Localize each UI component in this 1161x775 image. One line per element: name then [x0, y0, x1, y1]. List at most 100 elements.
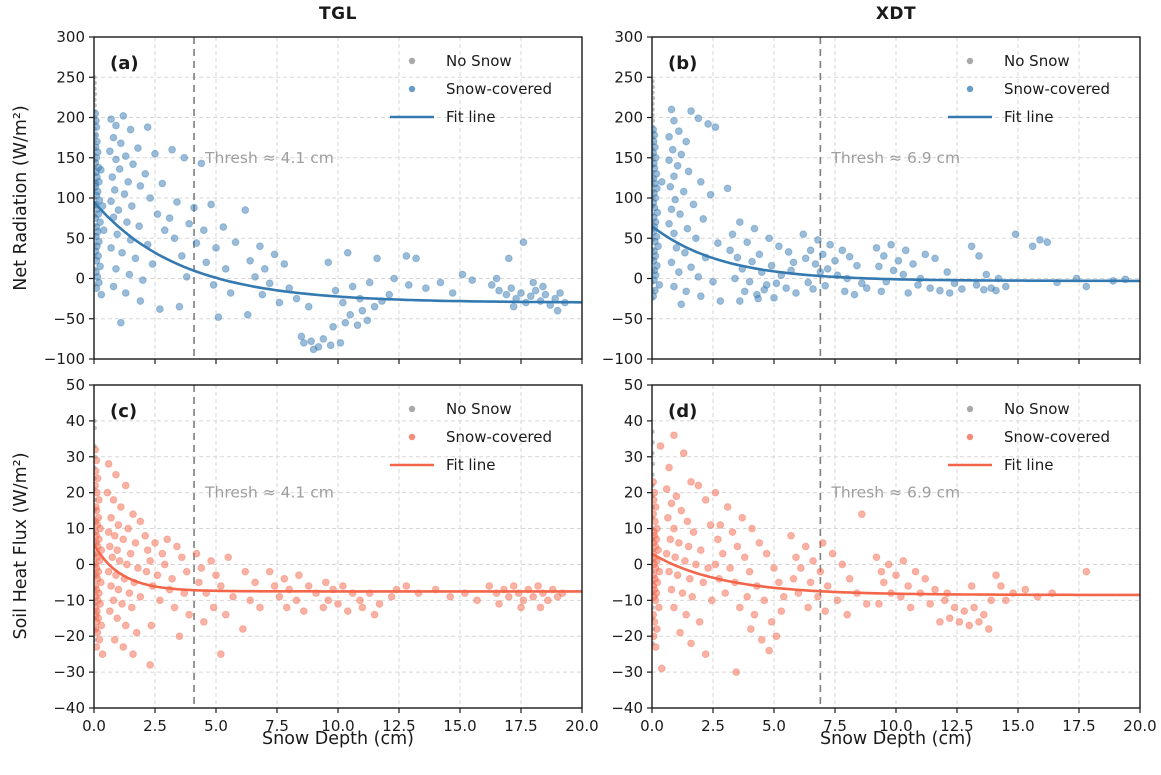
svg-text:7.5: 7.5 [823, 717, 847, 735]
legend: No Snow Snow-covered Fit line [948, 52, 1110, 126]
svg-text:30: 30 [66, 448, 85, 466]
panel-letter: (d) [668, 401, 697, 422]
fit-line [94, 201, 582, 304]
svg-text:50: 50 [66, 229, 85, 247]
svg-text:−40: −40 [611, 699, 643, 717]
svg-text:50: 50 [624, 229, 643, 247]
svg-text:200: 200 [56, 109, 85, 127]
svg-text:250: 250 [56, 68, 85, 86]
svg-text:10: 10 [624, 520, 643, 538]
plot-area-d: Thresh ≈ 6.9 cm 50 40 30 20 10 0 −10 −20 −30 −400.… [611, 376, 1156, 735]
svg-text:−40: −40 [53, 699, 85, 717]
x-ticks: 0.0 2.5 5.0 7.5 10.0 12.5 15.0 17.5 20.0 [82, 708, 599, 735]
legend: No Snow Snow-covered Fit line [390, 400, 552, 474]
svg-text:10.0: 10.0 [879, 717, 912, 735]
svg-text:0: 0 [75, 270, 85, 288]
svg-text:10: 10 [66, 520, 85, 538]
x-ticks: 0.0 2.5 5.0 7.5 10.0 12.5 15.0 17.5 20.0 [640, 708, 1157, 735]
svg-text:0.0: 0.0 [640, 717, 664, 735]
legend-label: No Snow [446, 52, 512, 70]
svg-text:2.5: 2.5 [143, 717, 167, 735]
plot-area-a: Thresh ≈ 4.1 cm 300 250 200 150 100 50 0 −50 −100… [44, 28, 583, 368]
x-axis-label-left: Snow Depth (cm) [262, 729, 414, 749]
legend-label: Fit line [1004, 456, 1053, 474]
svg-text:17.5: 17.5 [1062, 717, 1095, 735]
svg-text:50: 50 [66, 376, 85, 394]
snow-covered-points [94, 445, 567, 669]
legend-label: Snow-covered [1004, 80, 1110, 98]
y-axis-label-soil-heat-flux: Soil Heat Flux (W/m²) [11, 452, 31, 640]
svg-text:300: 300 [614, 28, 643, 46]
panel-c-soil-heat-flux-tgl: Thresh ≈ 4.1 cm 50 40 30 20 10 0 −10 −20 −30 −40 0.… [53, 376, 598, 735]
svg-text:100: 100 [56, 189, 85, 207]
legend-label: No Snow [1004, 52, 1070, 70]
panel-d-soil-heat-flux-xdt: Thresh ≈ 6.9 cm 50 40 30 20 10 0 −10 −20 −30 −40 0.… [611, 376, 1156, 735]
legend-marker-snow-covered [408, 85, 416, 93]
legend: No Snow Snow-covered Fit line [948, 400, 1110, 474]
svg-text:0.0: 0.0 [82, 717, 106, 735]
svg-text:150: 150 [56, 149, 85, 167]
x-ticks [93, 359, 583, 364]
column-title-xdt: XDT [875, 4, 917, 24]
svg-text:−100: −100 [602, 350, 643, 368]
svg-text:−20: −20 [611, 627, 643, 645]
svg-text:−20: −20 [53, 627, 85, 645]
threshold-label: Thresh ≈ 6.9 cm [830, 484, 960, 502]
y-ticks: 300 250 200 150 100 50 0 −50 −100 [602, 28, 652, 368]
svg-text:40: 40 [66, 412, 85, 430]
legend-marker-no-snow [966, 405, 974, 413]
threshold-label: Thresh ≈ 4.1 cm [204, 484, 334, 502]
svg-text:17.5: 17.5 [504, 717, 537, 735]
svg-text:100: 100 [614, 189, 643, 207]
legend-label: Snow-covered [1004, 428, 1110, 446]
legend-label: Fit line [446, 456, 495, 474]
svg-text:150: 150 [614, 149, 643, 167]
svg-text:20.0: 20.0 [1123, 717, 1156, 735]
svg-text:0: 0 [633, 555, 643, 573]
legend-marker-no-snow [408, 57, 416, 65]
svg-text:5.0: 5.0 [762, 717, 786, 735]
panel-letter: (b) [668, 53, 697, 74]
plot-area-c: Thresh ≈ 4.1 cm 50 40 30 20 10 0 −10 −20 −30 −400.… [53, 376, 598, 735]
legend: No Snow Snow-covered Fit line [390, 52, 552, 126]
svg-text:−100: −100 [44, 350, 85, 368]
svg-text:20.0: 20.0 [565, 717, 598, 735]
x-ticks [651, 359, 1141, 364]
svg-text:−50: −50 [611, 310, 643, 328]
legend-label: Fit line [446, 108, 495, 126]
svg-text:50: 50 [624, 376, 643, 394]
svg-text:200: 200 [614, 109, 643, 127]
panel-a-net-radiation-tgl: Thresh ≈ 4.1 cm 300 250 200 150 100 50 0 −50 −100… [44, 28, 583, 368]
svg-text:5.0: 5.0 [204, 717, 228, 735]
y-axis-label-net-radiation: Net Radiation (W/m²) [11, 105, 31, 291]
legend-label: Fit line [1004, 108, 1053, 126]
y-ticks: 50 40 30 20 10 0 −10 −20 −30 −40 [53, 376, 94, 717]
column-title-tgl: TGL [319, 4, 357, 24]
threshold-label: Thresh ≈ 4.1 cm [204, 149, 334, 167]
svg-text:−50: −50 [53, 310, 85, 328]
svg-text:30: 30 [624, 448, 643, 466]
legend-label: Snow-covered [446, 428, 552, 446]
x-axis-label-right: Snow Depth (cm) [820, 729, 972, 749]
svg-text:−30: −30 [611, 663, 643, 681]
svg-text:300: 300 [56, 28, 85, 46]
fit-line [94, 544, 582, 593]
svg-text:2.5: 2.5 [701, 717, 725, 735]
snow-covered-points [652, 105, 1130, 309]
svg-text:10.0: 10.0 [321, 717, 354, 735]
panel-letter: (a) [110, 53, 139, 74]
legend-marker-snow-covered [966, 85, 974, 93]
svg-text:12.5: 12.5 [382, 717, 415, 735]
svg-text:40: 40 [624, 412, 643, 430]
svg-text:250: 250 [614, 68, 643, 86]
y-ticks: 300 250 200 150 100 50 0 −50 −100 [44, 28, 94, 368]
threshold-label: Thresh ≈ 6.9 cm [830, 149, 960, 167]
y-ticks: 50 40 30 20 10 0 −10 −20 −30 −40 [611, 376, 652, 717]
panel-b-net-radiation-xdt: Thresh ≈ 6.9 cm 300 250 200 150 100 50 0 −50 −100… [602, 28, 1141, 368]
plot-area-b: Thresh ≈ 6.9 cm 300 250 200 150 100 50 0 −50 −100… [602, 28, 1141, 368]
svg-text:15.0: 15.0 [443, 717, 476, 735]
legend-marker-snow-covered [966, 433, 974, 441]
legend-label: No Snow [1004, 400, 1070, 418]
snow-covered-points [94, 109, 569, 354]
